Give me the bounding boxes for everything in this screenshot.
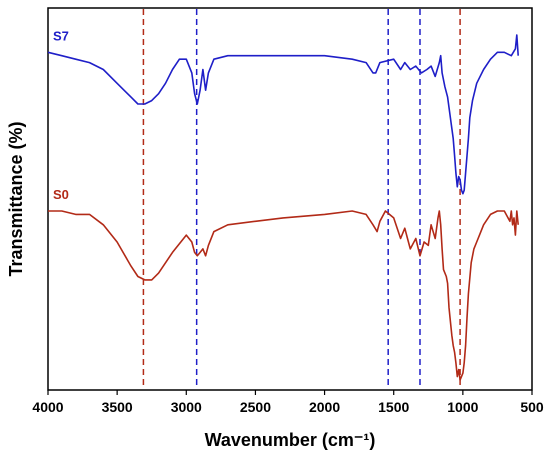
plot-area [47, 7, 533, 391]
series-label-s7: S7 [53, 28, 69, 43]
series-labels: S7 S0 [53, 28, 69, 202]
x-tick-label: 4000 [32, 399, 63, 415]
series-label-s0: S0 [53, 187, 69, 202]
x-axis-ticks: 4000 3500 3000 2500 2000 1500 1000 500 [32, 390, 544, 415]
y-axis-title: Transmittance (%) [6, 121, 26, 276]
series-line-s0 [48, 210, 519, 381]
reference-lines [142, 9, 461, 389]
x-tick-label: 1000 [447, 399, 478, 415]
x-tick-label: 3000 [171, 399, 202, 415]
x-tick-label: 2500 [240, 399, 271, 415]
x-axis-title: Wavenumber (cm⁻¹) [205, 430, 376, 450]
x-tick-label: 500 [520, 399, 544, 415]
x-tick-label: 3500 [102, 399, 133, 415]
x-tick-label: 2000 [309, 399, 340, 415]
series-lines [47, 34, 519, 381]
series-line-s7 [47, 34, 519, 195]
x-tick-label: 1500 [378, 399, 409, 415]
